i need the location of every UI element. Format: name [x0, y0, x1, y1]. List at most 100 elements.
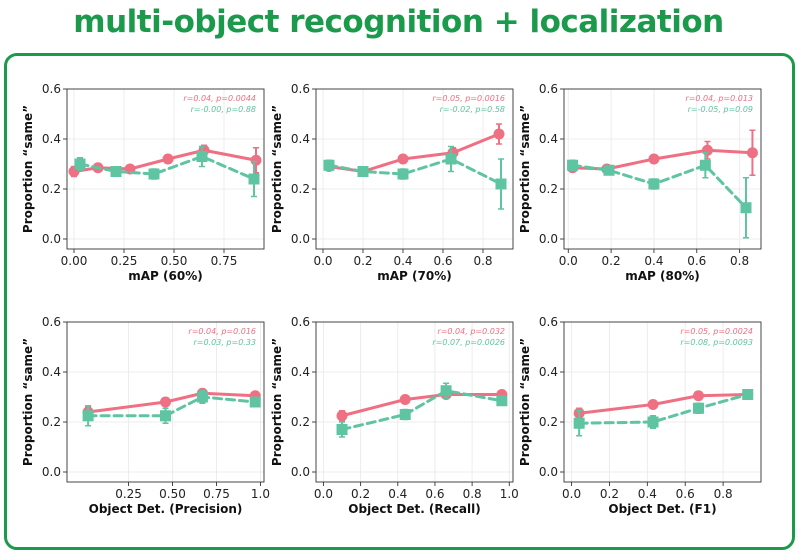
x-tick-label: 0.8 [714, 487, 733, 501]
y-tick-label: 0.2 [42, 415, 61, 429]
x-tick-label: 0.0 [314, 487, 333, 501]
x-tick-label: 0.4 [388, 487, 407, 501]
x-tick-label: 0.2 [353, 254, 372, 268]
series-green [573, 389, 754, 437]
plot-frame [315, 88, 514, 250]
y-tick-label: 0.6 [291, 82, 310, 96]
series-line [340, 393, 504, 418]
series-line [327, 157, 503, 186]
x-tick-label: 1.0 [500, 487, 519, 501]
series-green [336, 382, 508, 438]
data-point [357, 166, 369, 177]
data-point [196, 391, 208, 403]
y-tick-label: 0.4 [291, 365, 310, 379]
x-tick-label: 0.00 [61, 254, 88, 268]
x-tick-label: 0.75 [211, 254, 238, 268]
data-point [742, 389, 754, 400]
data-point [397, 153, 409, 165]
data-point [399, 394, 411, 405]
x-tick-label: 0.2 [351, 487, 370, 501]
x-tick-label: 0.6 [433, 254, 452, 268]
data-point [110, 166, 122, 177]
x-axis-label: mAP (60%) [128, 269, 202, 283]
x-tick-label: 1.0 [251, 487, 270, 501]
series-line [86, 395, 257, 418]
data-point [82, 410, 94, 422]
y-tick-label: 0.6 [539, 315, 558, 329]
data-point [148, 168, 160, 180]
stat-annotation: r=-0.02, p=0.58 [440, 105, 505, 114]
data-point [699, 159, 711, 171]
y-tick-label: 0.0 [539, 232, 558, 246]
chart-panel-1: 0.00 0.25 0.50 0.75 0.0 0.2 0.4 0.6 mAP (60%) Pro… [21, 82, 265, 283]
data-point [740, 202, 752, 214]
x-tick-label: 0.8 [730, 254, 749, 268]
x-tick-label: 0.0 [562, 487, 581, 501]
y-axis-label: Proportion “same” [518, 338, 532, 466]
stat-annotation: r=0.04, p=0.016 [188, 327, 256, 336]
plot-area [316, 322, 513, 482]
y-tick-label: 0.6 [291, 315, 310, 329]
stat-annotation: r=0.04, p=0.013 [685, 94, 753, 103]
stat-annotation: r=-0.05, p=0.09 [688, 105, 753, 114]
data-point [701, 144, 713, 156]
data-point [440, 385, 452, 397]
x-axis-label: Object Det. (Precision) [89, 502, 243, 516]
series-line [577, 393, 750, 415]
data-point [248, 173, 260, 185]
y-tick-label: 0.4 [42, 132, 61, 146]
data-point [399, 409, 411, 420]
stat-annotation: r=0.03, p=0.33 [194, 338, 256, 347]
x-tick-label: 0.6 [425, 487, 444, 501]
data-point [162, 153, 174, 165]
x-axis-label: mAP (70%) [377, 269, 451, 283]
x-tick-label: 0.25 [115, 487, 142, 501]
series-green [323, 145, 507, 210]
y-tick-label: 0.4 [539, 365, 558, 379]
x-tick-label: 0.4 [644, 254, 663, 268]
y-tick-label: 0.0 [42, 232, 61, 246]
x-tick-label: 0.50 [159, 487, 186, 501]
y-tick-label: 0.6 [42, 315, 61, 329]
series-line [340, 389, 504, 431]
series-green [567, 152, 752, 239]
x-tick-label: 0.6 [687, 254, 706, 268]
panel-frame [4, 53, 795, 550]
data-point [647, 416, 659, 428]
data-point [336, 410, 348, 422]
data-point [160, 410, 171, 422]
stat-annotation: r=0.07, p=0.0026 [432, 338, 505, 347]
x-axis-label: mAP (80%) [625, 269, 699, 283]
y-tick-label: 0.4 [291, 132, 310, 146]
series-line [86, 391, 257, 414]
y-tick-label: 0.0 [539, 465, 558, 479]
x-tick-label: 0.8 [473, 254, 492, 268]
series-green [82, 390, 261, 427]
x-tick-label: 0.2 [600, 487, 619, 501]
stat-annotation: r=0.05, p=0.0024 [680, 327, 753, 336]
y-tick-label: 0.2 [539, 182, 558, 196]
data-point [496, 395, 508, 407]
data-point [196, 151, 208, 162]
x-tick-label: 0.4 [638, 487, 657, 501]
series-line [577, 393, 750, 425]
x-tick-label: 0.6 [676, 487, 695, 501]
y-tick-label: 0.2 [291, 182, 310, 196]
stat-annotation: r=-0.00, p=0.88 [191, 105, 256, 114]
data-point [692, 402, 704, 414]
x-axis-label: Object Det. (F1) [608, 502, 716, 516]
y-tick-label: 0.2 [291, 415, 310, 429]
x-tick-label: 0.8 [463, 487, 482, 501]
plot-frame [563, 88, 762, 250]
x-axis-label: Object Det. (Recall) [348, 502, 480, 516]
y-tick-label: 0.6 [42, 82, 61, 96]
stat-annotation: r=0.04, p=0.0044 [183, 94, 256, 103]
data-point [397, 168, 409, 180]
data-point [567, 159, 579, 171]
page-title: multi-object recognition + localization [73, 4, 724, 40]
chart-panel-4: 0.25 0.50 0.75 1.0 0.0 0.2 0.4 0.6 Object Det. (… [21, 315, 270, 516]
